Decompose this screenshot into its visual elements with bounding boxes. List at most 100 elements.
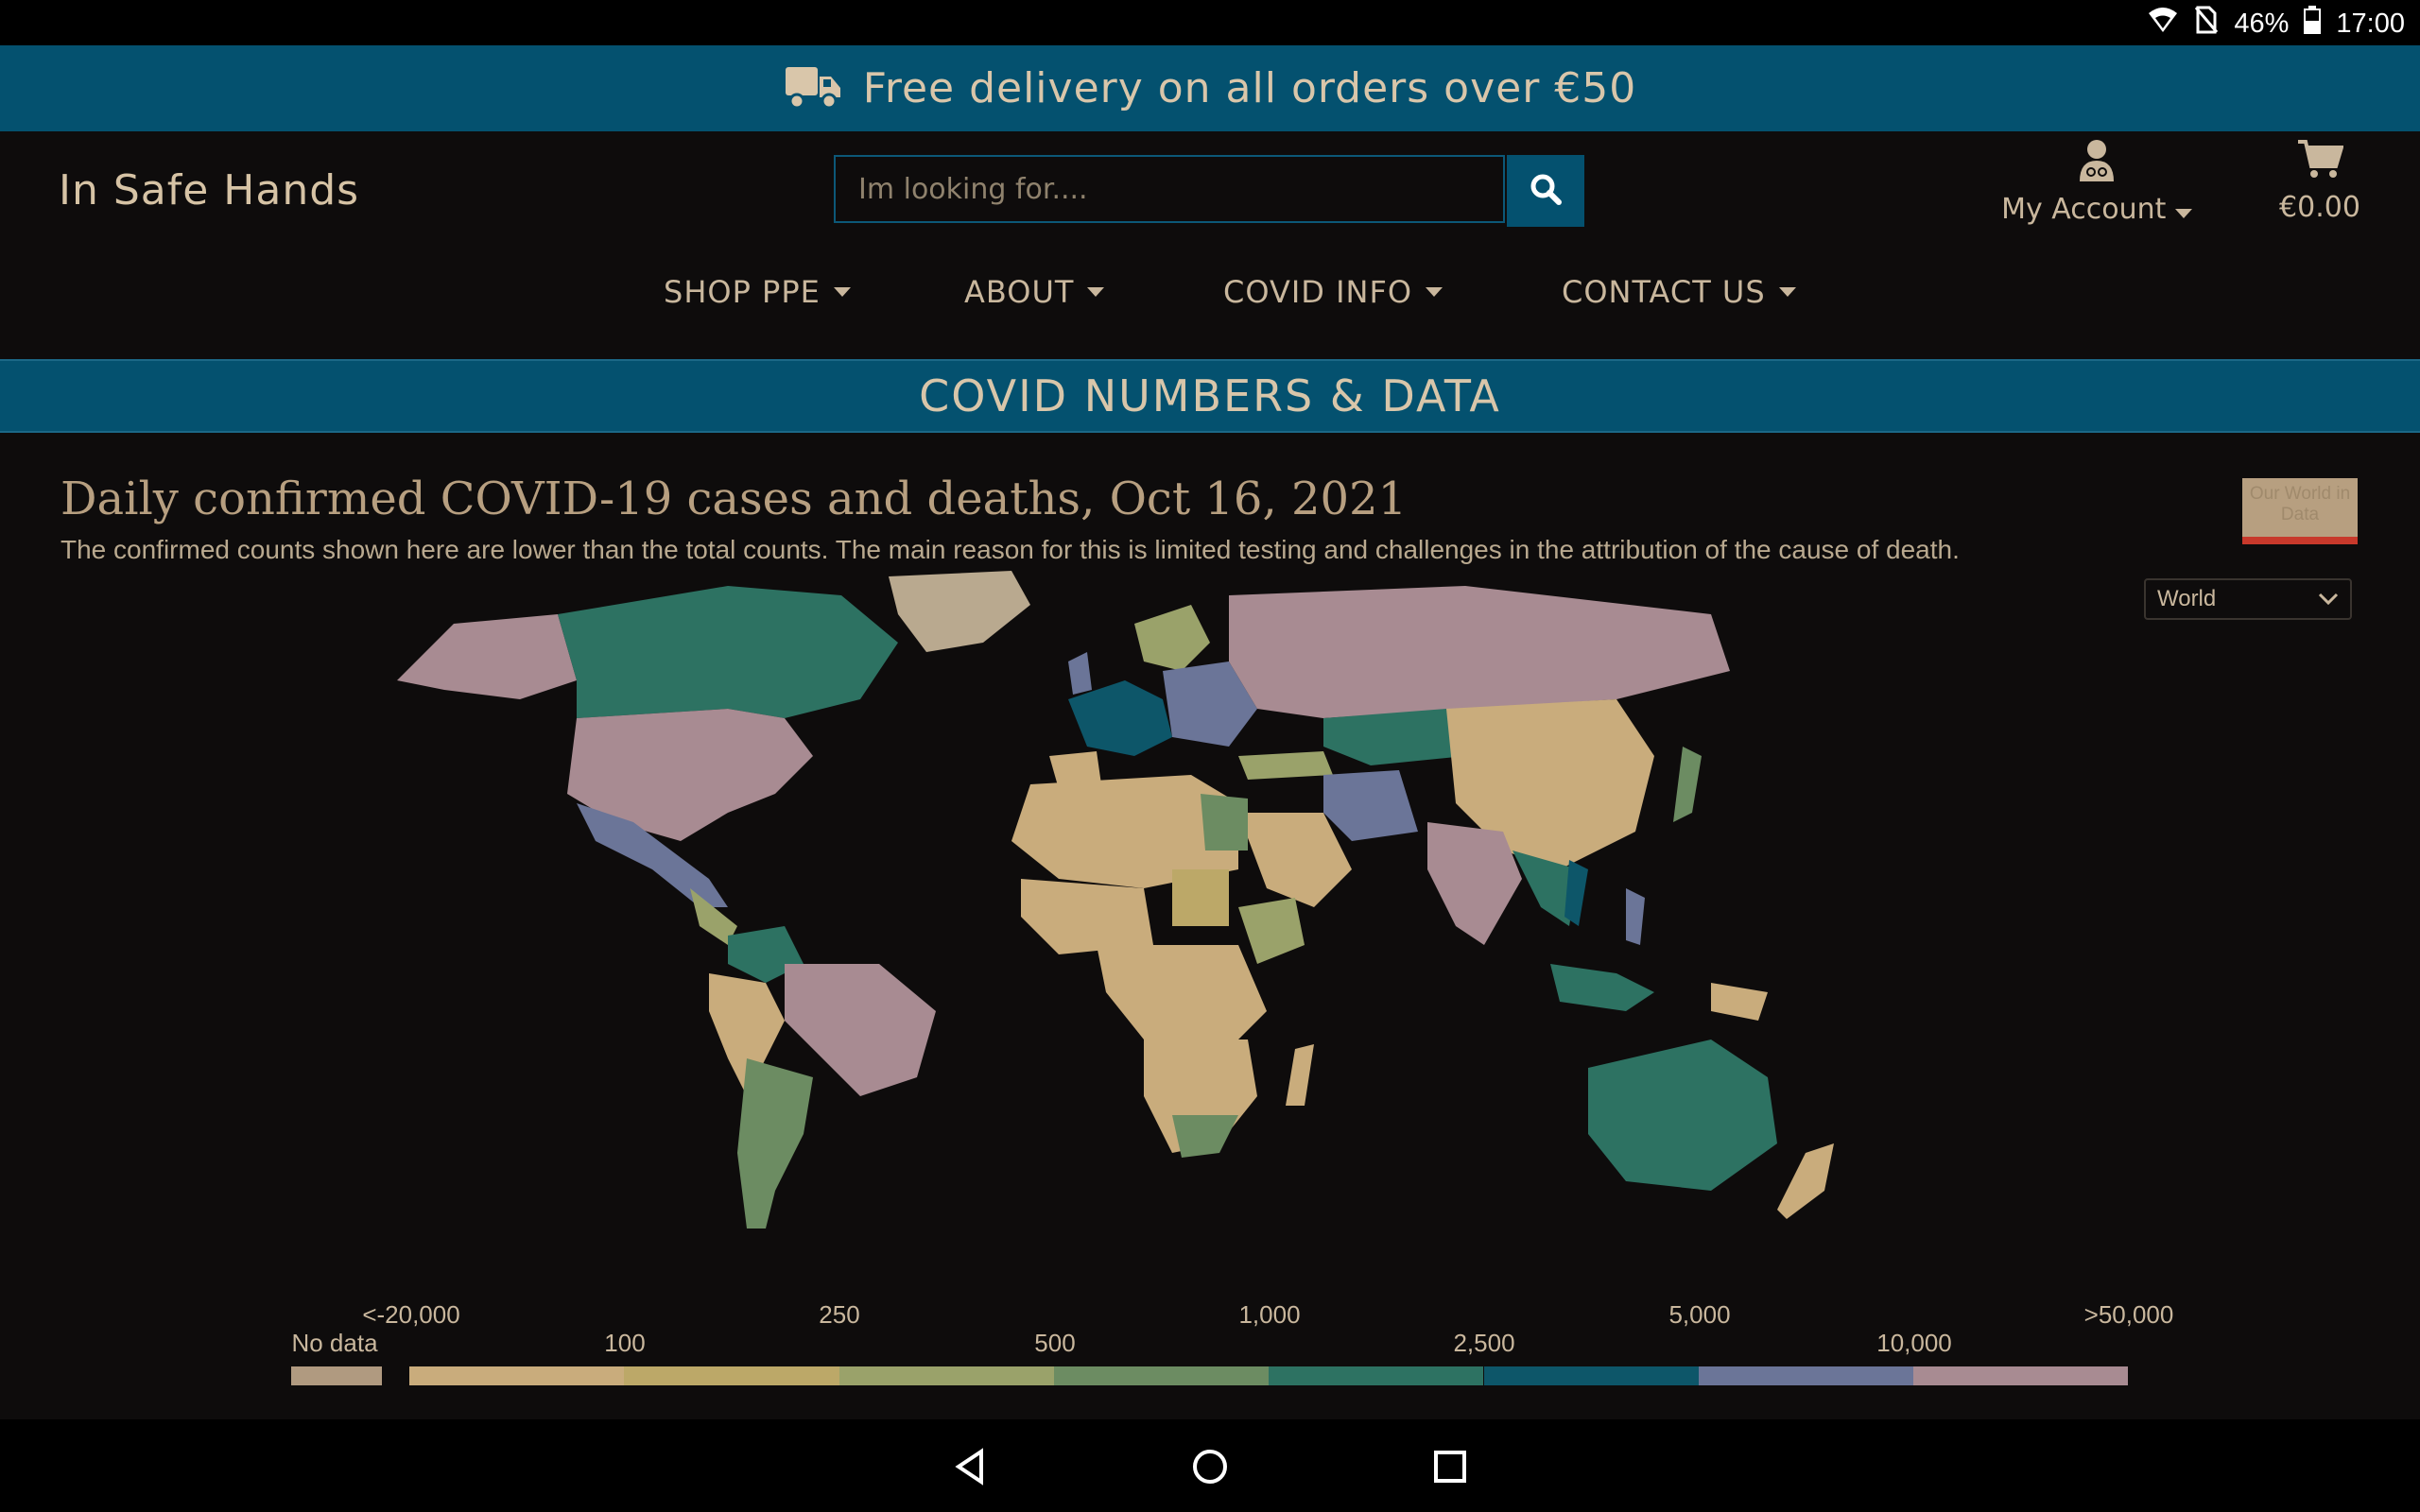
no-sim-icon (2194, 6, 2219, 42)
cart-button[interactable]: €0.00 (2261, 138, 2378, 224)
search-icon (1530, 173, 1562, 209)
legend-no-data-swatch (291, 1366, 382, 1385)
legend-label: <-20,000 (362, 1300, 460, 1329)
chart-title: Daily confirmed COVID-19 cases and death… (60, 472, 1408, 525)
search-button[interactable] (1507, 155, 1584, 227)
nav-item-covid-info[interactable]: COVID INFO (1223, 274, 1443, 310)
delivery-truck-icon (784, 63, 842, 114)
region-iran (1323, 770, 1418, 841)
chevron-down-icon (833, 287, 851, 297)
cart-total: €0.00 (2279, 191, 2360, 224)
chevron-down-icon (1778, 287, 1796, 297)
user-doctor-icon (2078, 140, 2116, 185)
world-map[interactable] (236, 567, 2032, 1266)
battery-icon (2304, 6, 2322, 42)
region-sudan (1172, 869, 1229, 926)
region-russia (1229, 586, 1730, 718)
legend-swatch (1913, 1366, 2129, 1385)
legend-swatch (409, 1366, 625, 1385)
my-account-menu[interactable]: My Account (1993, 138, 2201, 226)
section-title: COVID NUMBERS & DATA (919, 370, 1501, 421)
legend-label: 2,500 (1453, 1329, 1515, 1357)
nav-item-contact-us[interactable]: CONTACT US (1562, 274, 1796, 310)
region-canada (558, 586, 898, 718)
region-kazakhstan (1323, 709, 1465, 765)
chevron-down-icon (1426, 287, 1443, 297)
region-mexico (577, 803, 728, 907)
region-arabia (1238, 813, 1352, 907)
legend-label: 10,000 (1876, 1329, 1952, 1357)
legend-swatch (1483, 1366, 1699, 1385)
region-spain (1049, 751, 1101, 789)
map-legend: No data <-20,000 100 250 500 1,000 2,500… (265, 1295, 2193, 1389)
region-select-value: World (2157, 586, 2217, 611)
region-madagascar (1286, 1044, 1314, 1106)
region-egypt (1201, 794, 1248, 850)
region-japan (1673, 747, 1702, 822)
region-andes (709, 973, 785, 1096)
clock: 17:00 (2336, 8, 2405, 39)
region-philippines (1626, 888, 1645, 945)
system-nav-bar (0, 1419, 2420, 1512)
chevron-down-icon (1087, 287, 1105, 297)
wifi-icon (2147, 6, 2179, 42)
region-png (1711, 983, 1768, 1021)
promo-banner: Free delivery on all orders over €50 (0, 45, 2420, 131)
chart-subtitle: The confirmed counts shown here are lowe… (60, 535, 1960, 564)
region-alaska (397, 614, 577, 699)
region-brazil (785, 964, 936, 1096)
legend-swatch (1269, 1366, 1484, 1385)
legend-swatch (1053, 1366, 1270, 1385)
legend-swatch (838, 1366, 1054, 1385)
region-usa (567, 709, 813, 841)
region-india (1427, 822, 1522, 945)
main-nav: SHOP PPE ABOUT COVID INFO CONTACT US (0, 274, 2420, 331)
legend-label: >50,000 (2083, 1300, 2174, 1329)
region-central-africa (1097, 945, 1267, 1058)
legend-no-data-label: No data (291, 1329, 378, 1357)
legend-label: 5,000 (1668, 1300, 1731, 1329)
back-icon[interactable] (943, 1440, 996, 1493)
region-greenland (889, 571, 1030, 652)
section-banner: COVID NUMBERS & DATA (0, 359, 2420, 433)
site-logo[interactable]: In Safe Hands (59, 166, 360, 215)
region-central-america (690, 888, 737, 945)
chevron-down-icon (2174, 209, 2192, 218)
region-china (1446, 699, 1654, 869)
legend-label: 100 (604, 1329, 646, 1357)
search-input[interactable] (834, 155, 1505, 223)
region-argentina (737, 1058, 813, 1228)
nav-item-shop-ppe[interactable]: SHOP PPE (664, 274, 851, 310)
region-vietnam (1564, 860, 1588, 926)
promo-text: Free delivery on all orders over €50 (862, 64, 1637, 112)
region-scandinavia (1134, 605, 1210, 671)
recents-icon[interactable] (1424, 1440, 1477, 1493)
legend-label: 500 (1034, 1329, 1076, 1357)
nav-label: SHOP PPE (664, 274, 821, 310)
nav-label: ABOUT (964, 274, 1075, 310)
region-australia (1588, 1040, 1777, 1191)
region-select[interactable]: World (2144, 578, 2352, 620)
nav-item-about[interactable]: ABOUT (964, 274, 1105, 310)
legend-swatch (1698, 1366, 1914, 1385)
region-uk (1068, 652, 1092, 695)
owid-logo[interactable]: Our World in Data (2242, 478, 2358, 544)
nav-label: CONTACT US (1562, 274, 1766, 310)
status-bar: 46% 17:00 (0, 0, 2420, 45)
region-western-europe (1068, 680, 1172, 756)
home-icon[interactable] (1184, 1440, 1236, 1493)
my-account-label: My Account (2001, 193, 2167, 226)
search-bar (834, 155, 1584, 227)
region-ethiopia (1238, 898, 1305, 964)
region-indonesia (1550, 964, 1654, 1011)
legend-label: 250 (819, 1300, 860, 1329)
nav-label: COVID INFO (1223, 274, 1413, 310)
region-west-africa (1021, 879, 1153, 954)
legend-label: 1,000 (1238, 1300, 1301, 1329)
region-eastern-europe (1163, 662, 1257, 747)
region-new-zealand (1777, 1143, 1834, 1219)
region-turkey (1238, 751, 1333, 780)
legend-swatch (624, 1366, 839, 1385)
region-south-africa (1172, 1115, 1238, 1158)
region-north-africa (1011, 775, 1238, 888)
